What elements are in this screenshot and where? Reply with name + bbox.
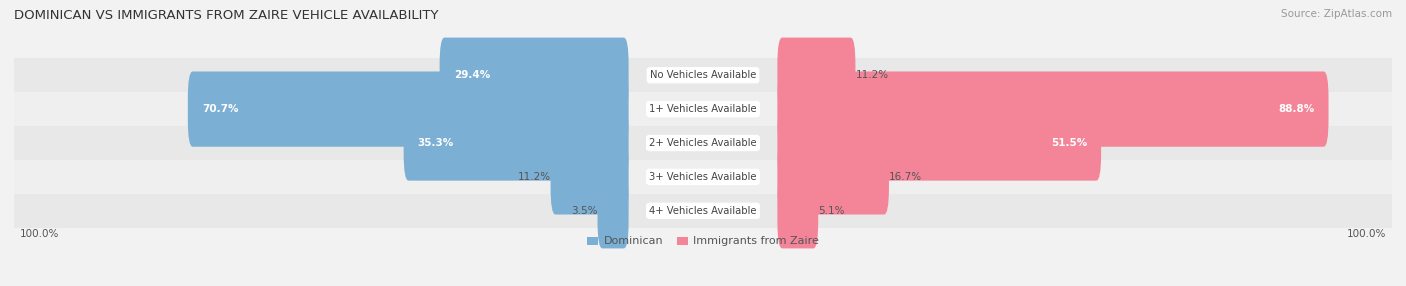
Text: No Vehicles Available: No Vehicles Available: [650, 70, 756, 80]
Text: 29.4%: 29.4%: [454, 70, 489, 80]
Text: 100.0%: 100.0%: [20, 229, 59, 239]
FancyBboxPatch shape: [778, 37, 855, 113]
Legend: Dominican, Immigrants from Zaire: Dominican, Immigrants from Zaire: [582, 232, 824, 251]
Bar: [14, 126, 1392, 160]
Text: 70.7%: 70.7%: [202, 104, 239, 114]
Bar: [14, 92, 1392, 126]
FancyBboxPatch shape: [551, 139, 628, 214]
Text: 100.0%: 100.0%: [1347, 229, 1386, 239]
Bar: [14, 194, 1392, 228]
FancyBboxPatch shape: [598, 173, 628, 249]
Text: Source: ZipAtlas.com: Source: ZipAtlas.com: [1281, 9, 1392, 19]
Text: DOMINICAN VS IMMIGRANTS FROM ZAIRE VEHICLE AVAILABILITY: DOMINICAN VS IMMIGRANTS FROM ZAIRE VEHIC…: [14, 9, 439, 21]
Text: 35.3%: 35.3%: [418, 138, 454, 148]
Bar: [14, 58, 1392, 92]
FancyBboxPatch shape: [778, 173, 818, 249]
Text: 11.2%: 11.2%: [517, 172, 551, 182]
FancyBboxPatch shape: [778, 139, 889, 214]
Text: 4+ Vehicles Available: 4+ Vehicles Available: [650, 206, 756, 216]
FancyBboxPatch shape: [188, 72, 628, 147]
Text: 16.7%: 16.7%: [889, 172, 922, 182]
Text: 2+ Vehicles Available: 2+ Vehicles Available: [650, 138, 756, 148]
FancyBboxPatch shape: [778, 105, 1101, 181]
Text: 5.1%: 5.1%: [818, 206, 845, 216]
Text: 3+ Vehicles Available: 3+ Vehicles Available: [650, 172, 756, 182]
Text: 1+ Vehicles Available: 1+ Vehicles Available: [650, 104, 756, 114]
Bar: [14, 160, 1392, 194]
FancyBboxPatch shape: [778, 72, 1329, 147]
Text: 51.5%: 51.5%: [1050, 138, 1087, 148]
Text: 88.8%: 88.8%: [1278, 104, 1315, 114]
FancyBboxPatch shape: [404, 105, 628, 181]
Text: 3.5%: 3.5%: [571, 206, 598, 216]
FancyBboxPatch shape: [440, 37, 628, 113]
Text: 11.2%: 11.2%: [855, 70, 889, 80]
